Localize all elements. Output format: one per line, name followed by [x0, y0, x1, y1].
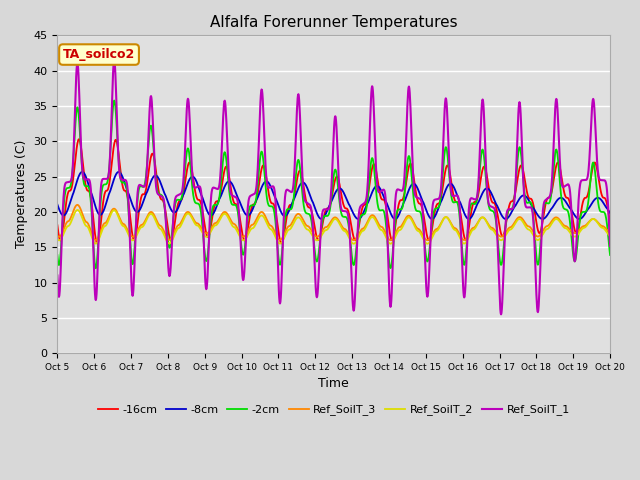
-16cm: [510, 195, 518, 201]
Ref_SoilT_1: [110, 58, 118, 63]
-8cm: [606, 210, 614, 216]
Ref_SoilT_3: [424, 237, 431, 243]
-16cm: [558, 175, 566, 181]
Ref_SoilT_2: [74, 207, 81, 213]
Line: Ref_SoilT_1: Ref_SoilT_1: [58, 60, 610, 314]
Ref_SoilT_3: [74, 202, 81, 208]
Ref_SoilT_2: [419, 236, 427, 241]
Ref_SoilT_3: [54, 233, 61, 239]
Ref_SoilT_2: [350, 241, 358, 247]
-8cm: [271, 193, 278, 199]
X-axis label: Time: Time: [318, 377, 349, 390]
-2cm: [271, 215, 279, 220]
Ref_SoilT_1: [284, 187, 292, 193]
Ref_SoilT_2: [558, 222, 566, 228]
Text: TA_soilco2: TA_soilco2: [63, 48, 135, 61]
-16cm: [54, 222, 61, 228]
-8cm: [176, 201, 184, 207]
Ref_SoilT_3: [419, 232, 427, 238]
Legend: -16cm, -8cm, -2cm, Ref_SoilT_3, Ref_SoilT_2, Ref_SoilT_1: -16cm, -8cm, -2cm, Ref_SoilT_3, Ref_Soil…: [93, 400, 574, 420]
-16cm: [606, 219, 614, 225]
-8cm: [284, 210, 292, 216]
-2cm: [606, 252, 614, 258]
Ref_SoilT_1: [176, 192, 184, 197]
Ref_SoilT_2: [284, 228, 292, 233]
Ref_SoilT_2: [510, 222, 518, 228]
Line: -2cm: -2cm: [58, 100, 610, 268]
Ref_SoilT_1: [419, 209, 427, 215]
Ref_SoilT_3: [558, 220, 566, 226]
Ref_SoilT_1: [271, 188, 278, 194]
Ref_SoilT_3: [271, 228, 278, 234]
Ref_SoilT_1: [54, 273, 61, 278]
Line: Ref_SoilT_2: Ref_SoilT_2: [58, 210, 610, 244]
-16cm: [285, 205, 292, 211]
-2cm: [285, 206, 292, 212]
-8cm: [317, 216, 325, 222]
-8cm: [54, 202, 61, 207]
Ref_SoilT_3: [284, 224, 292, 229]
Line: -16cm: -16cm: [58, 139, 610, 243]
-2cm: [510, 197, 518, 203]
-2cm: [92, 265, 100, 271]
-2cm: [558, 198, 566, 204]
-2cm: [54, 252, 61, 258]
Ref_SoilT_1: [558, 181, 566, 187]
-16cm: [419, 210, 427, 216]
Ref_SoilT_3: [176, 221, 184, 227]
-8cm: [510, 204, 518, 210]
Ref_SoilT_1: [510, 201, 518, 206]
-2cm: [419, 225, 427, 230]
-2cm: [110, 97, 118, 103]
Ref_SoilT_1: [497, 312, 505, 317]
-16cm: [75, 136, 83, 142]
Y-axis label: Temperatures (C): Temperatures (C): [15, 140, 28, 249]
-16cm: [271, 205, 279, 211]
Ref_SoilT_3: [510, 220, 518, 226]
Ref_SoilT_2: [271, 232, 278, 238]
Title: Alfalfa Forerunner Temperatures: Alfalfa Forerunner Temperatures: [210, 15, 458, 30]
-8cm: [558, 195, 566, 201]
Ref_SoilT_2: [606, 233, 614, 239]
-8cm: [79, 169, 86, 175]
Ref_SoilT_3: [606, 230, 614, 236]
-16cm: [177, 198, 184, 204]
-8cm: [419, 199, 427, 205]
Ref_SoilT_2: [54, 237, 61, 242]
-16cm: [93, 240, 101, 246]
Ref_SoilT_2: [176, 224, 184, 230]
Line: Ref_SoilT_3: Ref_SoilT_3: [58, 205, 610, 240]
Ref_SoilT_1: [606, 243, 614, 249]
Line: -8cm: -8cm: [58, 172, 610, 219]
-2cm: [177, 197, 184, 203]
